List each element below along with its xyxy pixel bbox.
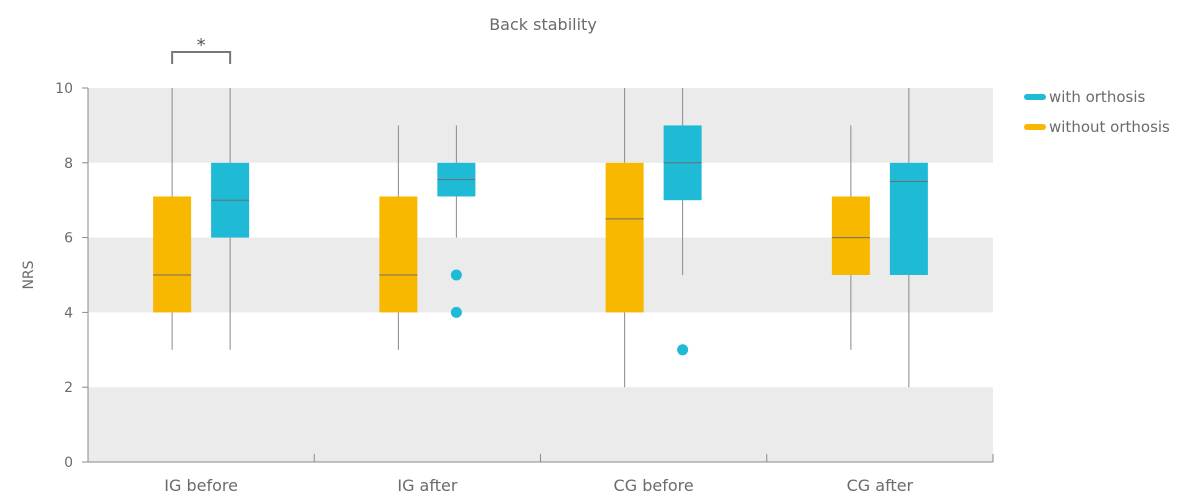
y-tick-label: 2 — [64, 380, 73, 396]
outlier-point — [450, 306, 462, 318]
x-category-label: CG before — [614, 476, 694, 495]
legend-item: without orthosis — [1024, 118, 1170, 136]
box-iqr — [605, 162, 644, 313]
significance-label: * — [197, 35, 206, 56]
significance-annotations: * — [171, 35, 232, 64]
significance-bracket — [171, 51, 232, 64]
y-tick-label: 4 — [64, 305, 73, 321]
x-category-label: IG before — [164, 476, 238, 495]
legend-swatch — [1024, 94, 1046, 100]
box-with-orthosis — [889, 88, 928, 388]
box-iqr — [153, 196, 192, 313]
box-without-orthosis — [831, 125, 870, 350]
legend-label: with orthosis — [1049, 88, 1145, 106]
box-without-orthosis — [605, 88, 644, 388]
outlier-point — [677, 344, 689, 356]
box-iqr — [379, 196, 418, 313]
y-tick-label: 6 — [64, 231, 73, 247]
legend-swatch — [1024, 124, 1046, 130]
outlier-point — [450, 269, 462, 281]
x-axis: IG before IG after CG before CG after — [88, 454, 994, 495]
box-with-orthosis — [211, 88, 250, 350]
legend-item: with orthosis — [1024, 88, 1145, 106]
box-without-orthosis — [153, 88, 192, 350]
chart-title: Back stability — [489, 15, 597, 34]
x-category-label: IG after — [397, 476, 457, 495]
y-axis-label: NRS — [21, 260, 37, 289]
box-iqr — [831, 196, 870, 275]
y-tick-label: 8 — [64, 156, 73, 172]
legend-label: without orthosis — [1049, 118, 1170, 136]
y-axis: 0 2 4 6 8 10 — [55, 81, 89, 471]
grid-band — [88, 88, 993, 163]
box-iqr — [889, 162, 928, 275]
boxes — [153, 88, 928, 388]
legend: with orthosis without orthosis — [1024, 88, 1170, 136]
box-without-orthosis — [379, 125, 418, 350]
y-tick-label: 10 — [55, 81, 73, 97]
box-with-orthosis — [437, 125, 476, 318]
box-with-orthosis — [663, 88, 702, 356]
x-category-label: CG after — [847, 476, 914, 495]
grid-band — [88, 387, 993, 462]
y-tick-label: 0 — [64, 455, 73, 471]
